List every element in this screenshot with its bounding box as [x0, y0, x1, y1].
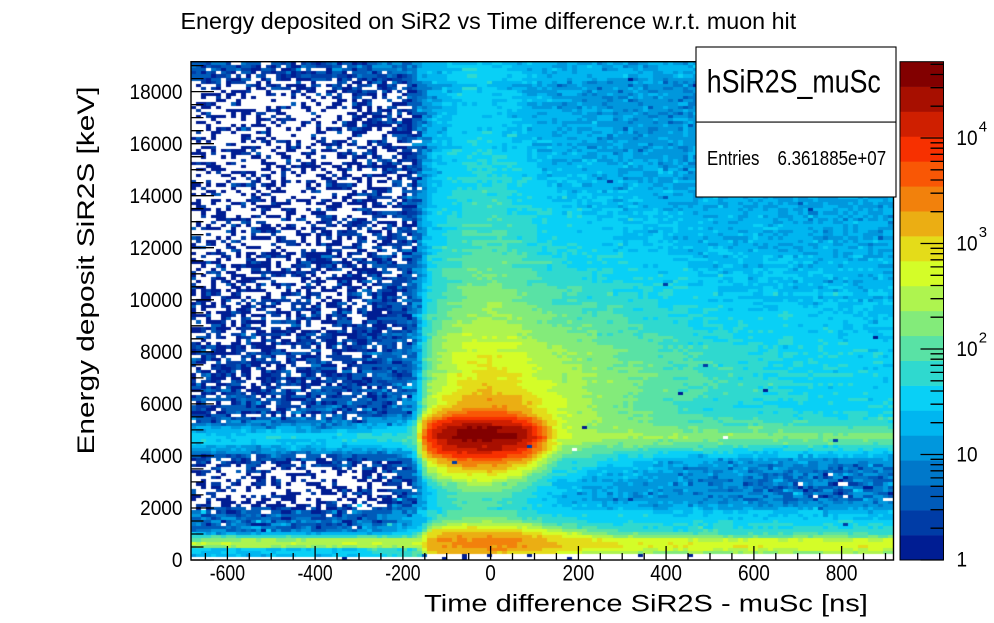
svg-text:18000: 18000: [130, 80, 183, 104]
svg-text:-200: -200: [385, 561, 420, 586]
svg-text:3: 3: [979, 224, 987, 241]
svg-text:14000: 14000: [130, 184, 183, 208]
svg-text:10000: 10000: [130, 288, 183, 312]
svg-text:0: 0: [172, 548, 183, 572]
svg-text:200: 200: [563, 561, 595, 586]
svg-text:Entries: Entries: [707, 147, 759, 170]
svg-text:10: 10: [956, 232, 977, 256]
svg-text:6.361885e+07: 6.361885e+07: [778, 147, 887, 170]
svg-text:1: 1: [957, 548, 968, 572]
svg-text:16000: 16000: [130, 132, 183, 156]
svg-text:Energy deposited on SiR2 vs Ti: Energy deposited on SiR2 vs Time differe…: [181, 8, 797, 34]
svg-text:-600: -600: [210, 561, 245, 586]
svg-text:10: 10: [956, 126, 977, 150]
svg-text:12000: 12000: [130, 236, 183, 260]
svg-text:Time difference SiR2S - muSc [: Time difference SiR2S - muSc [ns]: [424, 591, 868, 618]
svg-text:10: 10: [956, 443, 977, 467]
svg-text:Energy deposit SiR2S [keV]: Energy deposit SiR2S [keV]: [73, 87, 100, 455]
svg-text:400: 400: [650, 561, 682, 586]
svg-text:-400: -400: [297, 561, 332, 586]
svg-text:8000: 8000: [140, 340, 182, 364]
svg-text:800: 800: [826, 561, 858, 586]
svg-text:2000: 2000: [140, 496, 182, 520]
svg-text:hSiR2S_muSc: hSiR2S_muSc: [707, 64, 881, 100]
svg-text:600: 600: [738, 561, 770, 586]
svg-text:4000: 4000: [140, 444, 182, 468]
svg-text:2: 2: [979, 329, 987, 346]
svg-text:4: 4: [979, 118, 987, 135]
svg-text:10: 10: [956, 337, 977, 361]
svg-text:6000: 6000: [140, 392, 182, 416]
svg-text:0: 0: [485, 561, 496, 586]
